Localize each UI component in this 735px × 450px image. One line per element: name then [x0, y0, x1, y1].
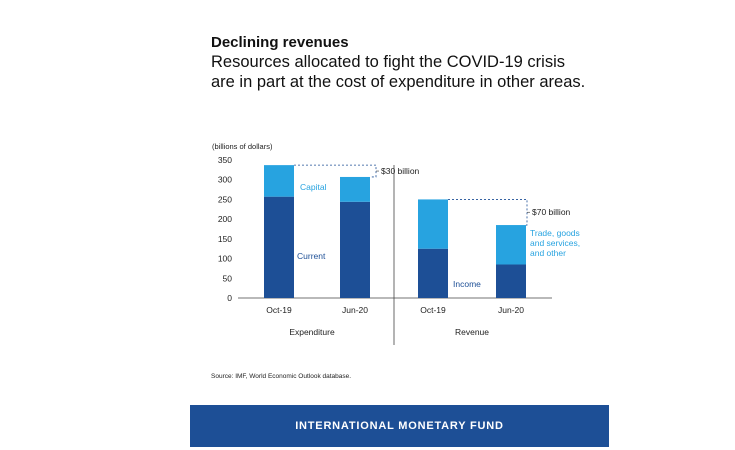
- x-tick-label: Oct-19: [266, 305, 292, 315]
- bar-income: [496, 264, 526, 298]
- x-tick-label: Jun-20: [498, 305, 524, 315]
- bar-income: [418, 248, 448, 298]
- y-tick-label: 150: [218, 234, 232, 244]
- bar-capital: [264, 165, 294, 197]
- y-tick-label: 0: [227, 293, 232, 303]
- annotation-label: $70 billion: [532, 207, 571, 217]
- footer-bar: INTERNATIONAL MONETARY FUND: [190, 405, 609, 447]
- y-tick-label: 350: [218, 155, 232, 165]
- y-axis-label: (billions of dollars): [212, 142, 273, 151]
- y-tick-label: 50: [223, 273, 233, 283]
- annotation-bracket: [294, 164, 377, 178]
- bar-current: [340, 201, 370, 298]
- chart-title: Declining revenues: [211, 34, 349, 51]
- group-label: Revenue: [455, 327, 489, 337]
- label-trade: and services,: [530, 238, 580, 248]
- group-label: Expenditure: [289, 327, 335, 337]
- org-name: INTERNATIONAL MONETARY FUND: [295, 420, 504, 432]
- annotation-label: $30 billion: [381, 166, 420, 176]
- label-current: Current: [297, 251, 326, 261]
- y-tick-label: 300: [218, 175, 232, 185]
- bar-capital: [340, 176, 370, 202]
- chart-subtitle: Resources allocated to fight the COVID-1…: [211, 53, 586, 91]
- bar-current: [264, 196, 294, 298]
- y-tick-label: 200: [218, 214, 232, 224]
- label-trade: Trade, goods: [530, 228, 580, 238]
- source-note: Source: IMF, World Economic Outlook data…: [211, 373, 352, 380]
- label-capital: Capital: [300, 182, 327, 192]
- bar-trade: [496, 225, 526, 265]
- annotation-bracket: [448, 199, 528, 226]
- x-tick-label: Jun-20: [342, 305, 368, 315]
- bar-trade: [418, 199, 448, 249]
- y-tick-label: 100: [218, 254, 232, 264]
- label-income: Income: [453, 279, 481, 289]
- y-tick-label: 250: [218, 194, 232, 204]
- label-trade: and other: [530, 248, 566, 258]
- x-tick-label: Oct-19: [420, 305, 446, 315]
